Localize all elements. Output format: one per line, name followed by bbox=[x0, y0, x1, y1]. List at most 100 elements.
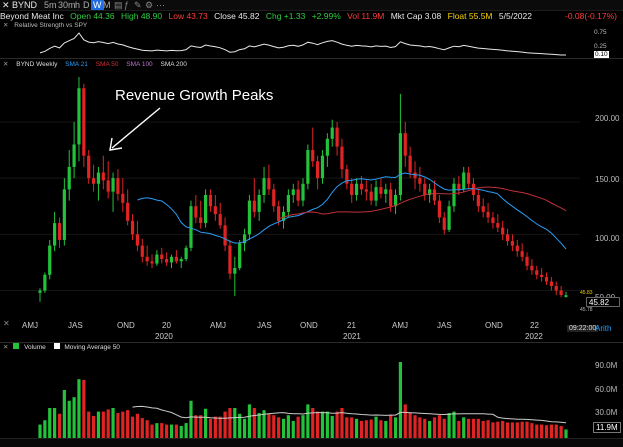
candle bbox=[554, 281, 558, 296]
price-axis[interactable]: 200.00 150.00 100.00 50.00 45.83 45.82 4… bbox=[580, 69, 623, 319]
time-remaining: 09:22:00 bbox=[567, 325, 599, 332]
date-tick: 21 bbox=[347, 321, 356, 330]
candle bbox=[398, 93, 403, 201]
volume-axis[interactable]: 90.0M 60.0M 30.0M 11.9M bbox=[580, 352, 623, 438]
tf-h[interactable]: h bbox=[75, 0, 81, 10]
volume-bar bbox=[340, 408, 344, 438]
candle bbox=[311, 127, 315, 167]
quote-date: 5/5/2022 bbox=[498, 11, 532, 21]
volume-bar bbox=[540, 424, 544, 438]
sma50-label[interactable]: SMA 50 bbox=[95, 61, 119, 68]
candle bbox=[340, 138, 344, 179]
volume-chart[interactable] bbox=[0, 352, 580, 438]
sma100-label[interactable]: SMA 100 bbox=[126, 61, 153, 68]
volume-bar bbox=[67, 400, 71, 438]
date-tick: 22 bbox=[530, 321, 539, 330]
volume-bar bbox=[277, 417, 281, 438]
candle bbox=[369, 183, 373, 206]
volume-bar bbox=[515, 422, 519, 438]
candle bbox=[238, 239, 242, 271]
tf-m[interactable]: M bbox=[103, 0, 111, 10]
last-volume-badge: 11.9M bbox=[593, 422, 621, 433]
candle bbox=[233, 256, 237, 297]
price-chart[interactable] bbox=[0, 69, 580, 319]
date-tick: 20 bbox=[162, 321, 171, 330]
chart-type-icon[interactable]: ▤ bbox=[114, 0, 123, 10]
date-axis: ✕ AMJ JAS OND 20 AMJ JAS OND 21 AMJ JAS OND 22 2020… bbox=[0, 319, 623, 343]
quote-bar: Beyond Meat Inc Open 44.36 High 48.90 Lo… bbox=[0, 10, 623, 22]
candle bbox=[57, 217, 62, 248]
indicator-icon[interactable]: ƒ bbox=[124, 0, 130, 10]
volume-bar bbox=[77, 379, 81, 438]
volume-bar bbox=[393, 417, 398, 438]
volume-bar bbox=[505, 422, 510, 438]
scale-mode[interactable]: Arith bbox=[595, 324, 612, 333]
date-tick: OND bbox=[117, 321, 135, 330]
tf-30m[interactable]: 30m bbox=[58, 0, 76, 10]
tf-d[interactable]: D bbox=[83, 0, 90, 10]
candle bbox=[535, 265, 539, 280]
date-tick: JAS bbox=[257, 321, 272, 330]
volume-bar bbox=[223, 411, 227, 438]
close-main-icon[interactable]: ✕ bbox=[3, 61, 9, 68]
rs-line bbox=[39, 32, 566, 56]
draw-icon[interactable]: ✎ bbox=[134, 0, 142, 10]
candle bbox=[130, 214, 135, 240]
candle bbox=[96, 166, 101, 201]
volume-bar bbox=[257, 413, 261, 438]
volume-bar bbox=[252, 408, 256, 438]
volume-bar bbox=[491, 422, 495, 438]
candle bbox=[67, 150, 71, 201]
crosshair-icon[interactable]: ✕ bbox=[3, 319, 10, 328]
volume-bar bbox=[447, 413, 451, 438]
volume-bar bbox=[462, 417, 466, 438]
year-2021: 2021 bbox=[343, 332, 361, 341]
candle bbox=[423, 178, 427, 201]
candle bbox=[160, 247, 164, 264]
volume-bar bbox=[286, 415, 290, 438]
symbol-period: BYND Weekly bbox=[16, 61, 58, 68]
volume-bar bbox=[442, 418, 446, 438]
volume-bar bbox=[228, 408, 232, 438]
tf-5m[interactable]: 5m bbox=[44, 0, 57, 10]
candle bbox=[559, 286, 563, 298]
volume-bar bbox=[369, 419, 373, 438]
candle bbox=[350, 178, 354, 203]
volume-bar bbox=[423, 418, 427, 438]
tf-w[interactable]: W bbox=[91, 0, 104, 10]
candle bbox=[330, 119, 334, 147]
volume-bar bbox=[359, 420, 364, 438]
date-tick: AMJ bbox=[210, 321, 226, 330]
candle bbox=[165, 252, 169, 266]
volume-bar bbox=[330, 415, 334, 438]
volume-bar bbox=[174, 424, 178, 438]
candle bbox=[218, 202, 222, 229]
last-price-badge: 45.82 bbox=[586, 297, 620, 307]
close-volume-icon[interactable]: ✕ bbox=[3, 344, 9, 351]
symbol-input[interactable]: BYND bbox=[12, 0, 38, 10]
volume-bar bbox=[325, 411, 329, 438]
volume-bar bbox=[150, 424, 154, 438]
sma21-label[interactable]: SMA 21 bbox=[65, 61, 88, 68]
volume-bar bbox=[43, 420, 47, 438]
volume-bar bbox=[53, 408, 57, 438]
settings-icon[interactable]: ⚙ bbox=[145, 0, 154, 10]
candle bbox=[194, 195, 198, 224]
volume-bar bbox=[510, 422, 515, 438]
volume-bar bbox=[121, 411, 125, 438]
volume-bar bbox=[160, 423, 164, 438]
volume-bar bbox=[486, 420, 490, 438]
open-value: Open 44.36 bbox=[70, 11, 115, 21]
candle bbox=[306, 144, 310, 190]
candle bbox=[267, 164, 271, 195]
candle bbox=[169, 254, 174, 269]
candle bbox=[184, 245, 188, 262]
sma200-label[interactable]: SMA 200 bbox=[160, 61, 187, 68]
more-icon[interactable]: ⋯ bbox=[156, 0, 165, 10]
volume-bar bbox=[379, 420, 383, 438]
candle bbox=[135, 220, 140, 252]
close-rs-icon[interactable]: ✕ bbox=[3, 22, 9, 29]
candle bbox=[491, 211, 495, 229]
float-value: Float 55.5M bbox=[447, 11, 493, 21]
close-icon[interactable]: ✕ bbox=[2, 0, 10, 10]
